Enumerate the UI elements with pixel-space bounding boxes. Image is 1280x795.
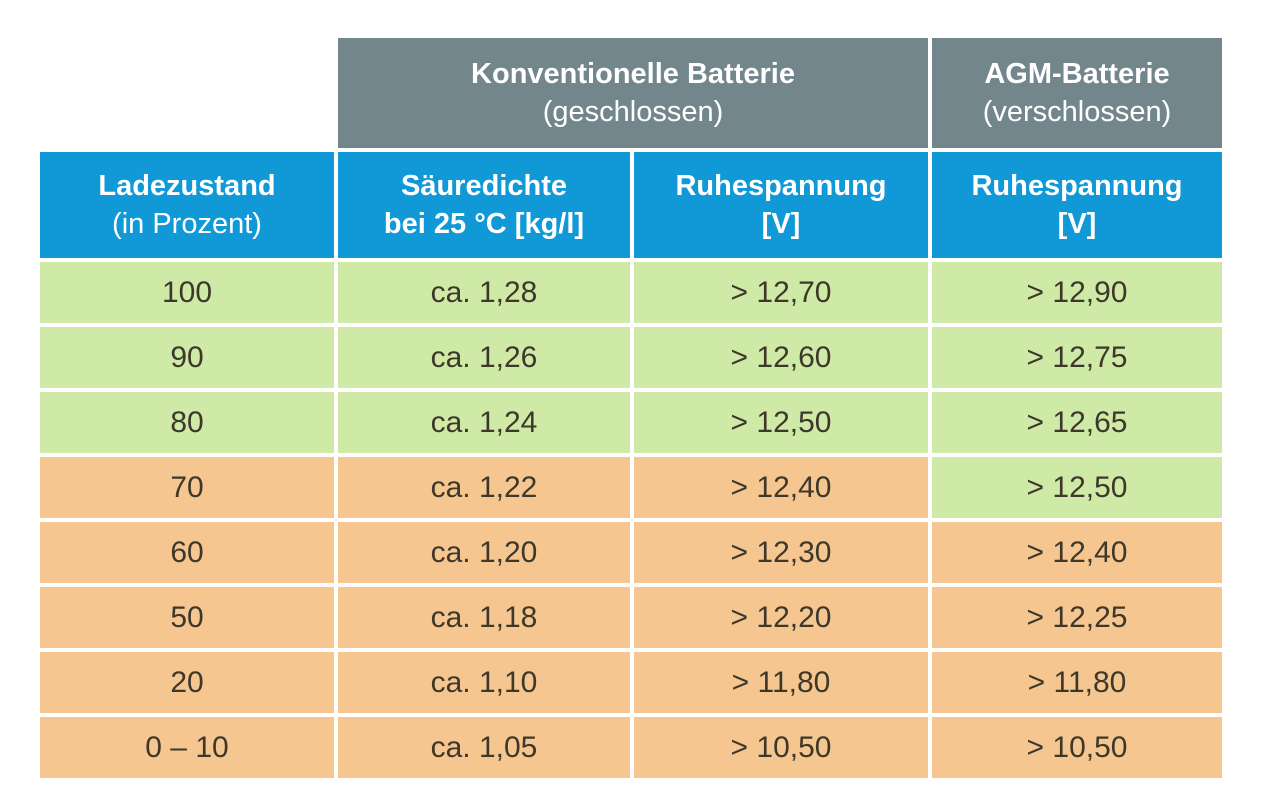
column-header-rest-voltage-agm: Ruhespannung [V] <box>932 152 1222 258</box>
group-header-agm-battery: AGM-Batterie (verschlossen) <box>932 38 1222 148</box>
table-cell-voltage-conventional: > 12,30 <box>634 522 928 583</box>
table-cell-voltage-conventional: > 11,80 <box>634 652 928 713</box>
table-cell-acid-density: ca. 1,26 <box>338 327 630 388</box>
group-header-subtitle: (geschlossen) <box>542 96 724 128</box>
table-cell-charge-state: 20 <box>40 652 334 713</box>
column-header-line2: [V] <box>1057 208 1097 240</box>
column-header-line1: Ruhespannung <box>971 169 1183 202</box>
table-cell-voltage-conventional: > 12,50 <box>634 392 928 453</box>
table-cell-charge-state: 70 <box>40 457 334 518</box>
table-cell-voltage-conventional: > 12,40 <box>634 457 928 518</box>
group-header-conventional-battery: Konventionelle Batterie (geschlossen) <box>338 38 928 148</box>
table-cell-charge-state: 80 <box>40 392 334 453</box>
column-header-charge-state: Ladezustand (in Prozent) <box>40 152 334 258</box>
column-header-line2: (in Prozent) <box>112 208 262 240</box>
column-header-line2: bei 25 °C [kg/l] <box>383 208 585 240</box>
table-cell-acid-density: ca. 1,05 <box>338 717 630 778</box>
table-cell-acid-density: ca. 1,18 <box>338 587 630 648</box>
table-cell-voltage-agm: > 11,80 <box>932 652 1222 713</box>
table-cell-voltage-agm: > 12,75 <box>932 327 1222 388</box>
table-cell-acid-density: ca. 1,28 <box>338 262 630 323</box>
table-cell-voltage-conventional: > 12,20 <box>634 587 928 648</box>
table-cell-charge-state: 50 <box>40 587 334 648</box>
table-cell-voltage-conventional: > 10,50 <box>634 717 928 778</box>
table-cell-acid-density: ca. 1,24 <box>338 392 630 453</box>
table-cell-acid-density: ca. 1,22 <box>338 457 630 518</box>
column-header-line2: [V] <box>761 208 801 240</box>
battery-state-table: Konventionelle Batterie (geschlossen) AG… <box>40 38 1222 778</box>
table-cell-voltage-agm: > 12,50 <box>932 457 1222 518</box>
table-cell-charge-state: 60 <box>40 522 334 583</box>
table-cell-charge-state: 100 <box>40 262 334 323</box>
table-cell-charge-state: 0 – 10 <box>40 717 334 778</box>
table-cell-voltage-conventional: > 12,60 <box>634 327 928 388</box>
group-header-title: AGM-Batterie <box>984 57 1170 90</box>
table-cell-acid-density: ca. 1,10 <box>338 652 630 713</box>
table-cell-voltage-agm: > 12,25 <box>932 587 1222 648</box>
table-cell-acid-density: ca. 1,20 <box>338 522 630 583</box>
group-header-subtitle: (verschlossen) <box>982 96 1172 128</box>
column-header-line1: Ruhespannung <box>675 169 887 202</box>
table-cell-voltage-agm: > 10,50 <box>932 717 1222 778</box>
column-header-line1: Säuredichte <box>401 169 567 202</box>
column-header-acid-density: Säuredichte bei 25 °C [kg/l] <box>338 152 630 258</box>
table-cell-voltage-agm: > 12,90 <box>932 262 1222 323</box>
group-header-title: Konventionelle Batterie <box>471 57 795 90</box>
table-cell-voltage-conventional: > 12,70 <box>634 262 928 323</box>
top-left-empty-area <box>40 38 334 148</box>
table-cell-voltage-agm: > 12,65 <box>932 392 1222 453</box>
column-header-line1: Ladezustand <box>98 169 276 202</box>
table-cell-charge-state: 90 <box>40 327 334 388</box>
table-cell-voltage-agm: > 12,40 <box>932 522 1222 583</box>
column-header-rest-voltage-conventional: Ruhespannung [V] <box>634 152 928 258</box>
